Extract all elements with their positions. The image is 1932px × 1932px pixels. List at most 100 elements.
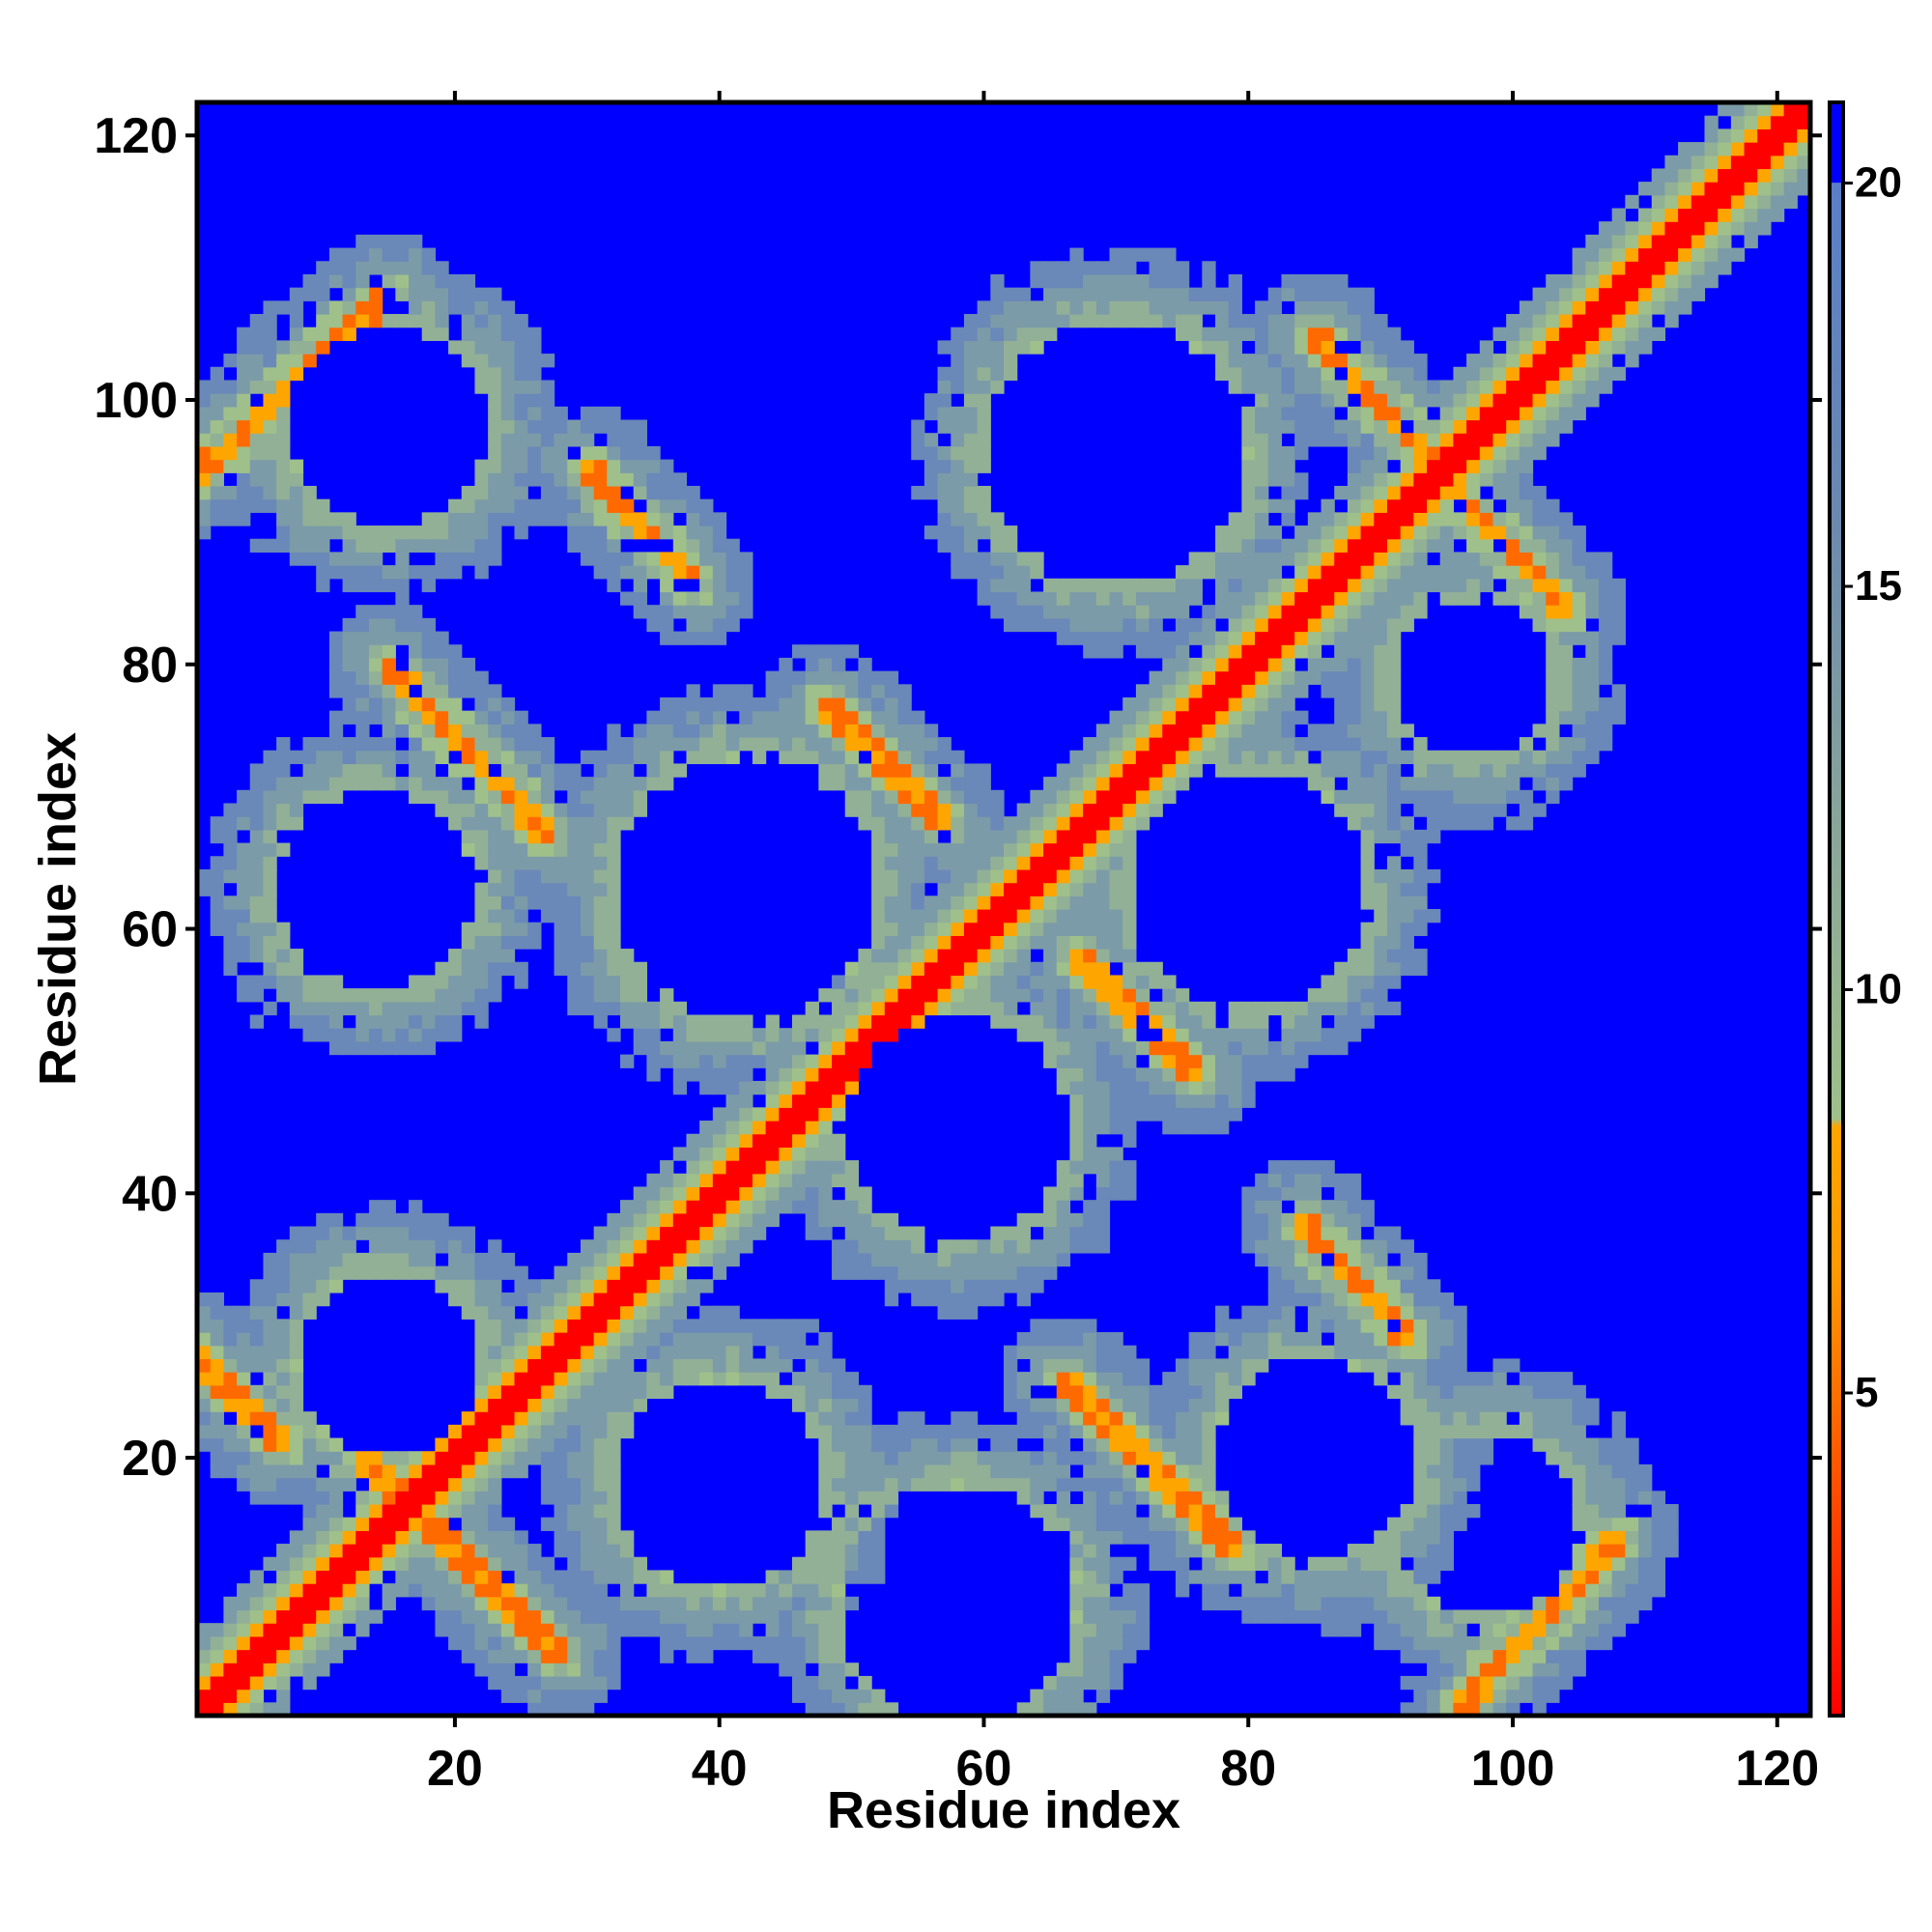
heatmap-cell xyxy=(660,750,674,765)
heatmap-cell xyxy=(1374,1239,1388,1254)
heatmap-cell xyxy=(699,750,714,765)
heatmap-cell xyxy=(791,1067,807,1082)
heatmap-cell xyxy=(1016,1491,1031,1505)
heatmap-cell xyxy=(302,354,317,368)
heatmap-cell xyxy=(1413,829,1428,844)
heatmap-cell xyxy=(832,1014,846,1029)
heatmap-cell xyxy=(276,1358,291,1373)
heatmap-cell xyxy=(1413,842,1428,857)
heatmap-cell xyxy=(409,1491,423,1505)
heatmap-cell xyxy=(263,406,277,421)
heatmap-cell xyxy=(263,1635,277,1651)
heatmap-cell xyxy=(1056,591,1071,606)
heatmap-cell xyxy=(223,803,238,817)
heatmap-cell xyxy=(1109,789,1123,805)
heatmap-cell xyxy=(607,988,621,1003)
heatmap-cell xyxy=(210,433,224,447)
heatmap-cell xyxy=(951,763,965,778)
heatmap-cell xyxy=(1095,1186,1111,1201)
heatmap-cell xyxy=(712,696,727,712)
heatmap-cell xyxy=(355,287,370,301)
heatmap-cell xyxy=(1043,300,1058,315)
heatmap-cell xyxy=(1030,552,1044,566)
heatmap-cell xyxy=(1413,1596,1428,1611)
heatmap-cell xyxy=(567,975,582,989)
heatmap-cell xyxy=(1030,829,1044,844)
heatmap-cell xyxy=(514,1384,528,1400)
heatmap-cell xyxy=(1083,1040,1097,1056)
heatmap-cell xyxy=(633,737,648,752)
heatmap-cell xyxy=(1228,1517,1242,1531)
heatmap-cell xyxy=(765,1186,780,1201)
heatmap-cell xyxy=(805,670,819,685)
heatmap-cell xyxy=(1030,1319,1044,1333)
heatmap-cell xyxy=(1360,393,1375,408)
heatmap-cell xyxy=(1122,1054,1137,1068)
heatmap-cell xyxy=(832,1623,846,1637)
heatmap-cell xyxy=(593,988,608,1003)
heatmap-cell xyxy=(699,737,714,752)
heatmap-cell xyxy=(435,696,449,712)
heatmap-cell xyxy=(884,1503,899,1519)
heatmap-cell xyxy=(805,1398,819,1412)
heatmap-cell xyxy=(1149,1437,1163,1452)
heatmap-cell xyxy=(342,1530,356,1545)
heatmap-cell xyxy=(844,1212,860,1228)
heatmap-cell xyxy=(1175,777,1190,791)
heatmap-cell xyxy=(1202,1332,1216,1347)
heatmap-cell xyxy=(607,1226,621,1240)
heatmap-cell xyxy=(223,1358,238,1373)
heatmap-cell xyxy=(435,327,449,341)
heatmap-cell xyxy=(1188,737,1203,752)
heatmap-cell xyxy=(951,433,965,447)
heatmap-cell xyxy=(844,803,860,817)
heatmap-cell xyxy=(884,1226,899,1240)
heatmap-cell xyxy=(963,1239,979,1254)
heatmap-cell xyxy=(263,380,277,394)
heatmap-cell xyxy=(672,1596,688,1611)
heatmap-cell xyxy=(1095,1623,1111,1637)
heatmap-cell xyxy=(633,1398,648,1412)
heatmap-cell xyxy=(1413,1477,1428,1492)
heatmap-cell xyxy=(527,1411,542,1426)
heatmap-cell xyxy=(302,975,317,989)
heatmap-cell xyxy=(607,763,621,778)
heatmap-cell xyxy=(263,1437,277,1452)
heatmap-cell xyxy=(1400,1239,1414,1254)
heatmap-cell xyxy=(488,1279,502,1293)
heatmap-cell xyxy=(474,842,489,857)
heatmap-cell xyxy=(567,1609,582,1624)
heatmap-cell xyxy=(593,1477,608,1492)
heatmap-cell xyxy=(382,526,396,540)
heatmap-cell xyxy=(1122,1040,1137,1056)
heatmap-cell xyxy=(1215,1544,1230,1558)
heatmap-cell xyxy=(1347,1265,1362,1280)
heatmap-cell xyxy=(607,1530,621,1545)
heatmap-cell xyxy=(1030,1358,1044,1373)
heatmap-cell xyxy=(1016,1702,1031,1716)
heatmap-cell xyxy=(832,1609,846,1624)
heatmap-cell xyxy=(1056,631,1071,645)
heatmap-cell xyxy=(488,419,502,434)
heatmap-cell xyxy=(1294,684,1309,698)
heatmap-cell xyxy=(1386,724,1402,738)
heatmap-cell xyxy=(633,578,648,593)
heatmap-cell xyxy=(937,1424,952,1439)
heatmap-cell xyxy=(1083,1556,1097,1572)
heatmap-cell xyxy=(276,300,291,315)
heatmap-cell xyxy=(1267,605,1283,619)
heatmap-cell xyxy=(1255,472,1269,487)
heatmap-cell xyxy=(1255,1319,1269,1333)
heatmap-cell xyxy=(1056,1702,1071,1716)
heatmap-cell xyxy=(1122,1372,1137,1386)
heatmap-cell xyxy=(1307,1212,1322,1228)
heatmap-cell xyxy=(249,1384,265,1400)
heatmap-cell xyxy=(328,1649,344,1663)
heatmap-cell xyxy=(580,1662,595,1677)
heatmap-cell xyxy=(620,1332,635,1347)
heatmap-cell xyxy=(1056,1226,1071,1240)
heatmap-cell xyxy=(382,1596,396,1611)
heatmap-cell xyxy=(923,803,939,817)
heatmap-cell xyxy=(911,1424,925,1439)
heatmap-cell xyxy=(1043,591,1058,606)
